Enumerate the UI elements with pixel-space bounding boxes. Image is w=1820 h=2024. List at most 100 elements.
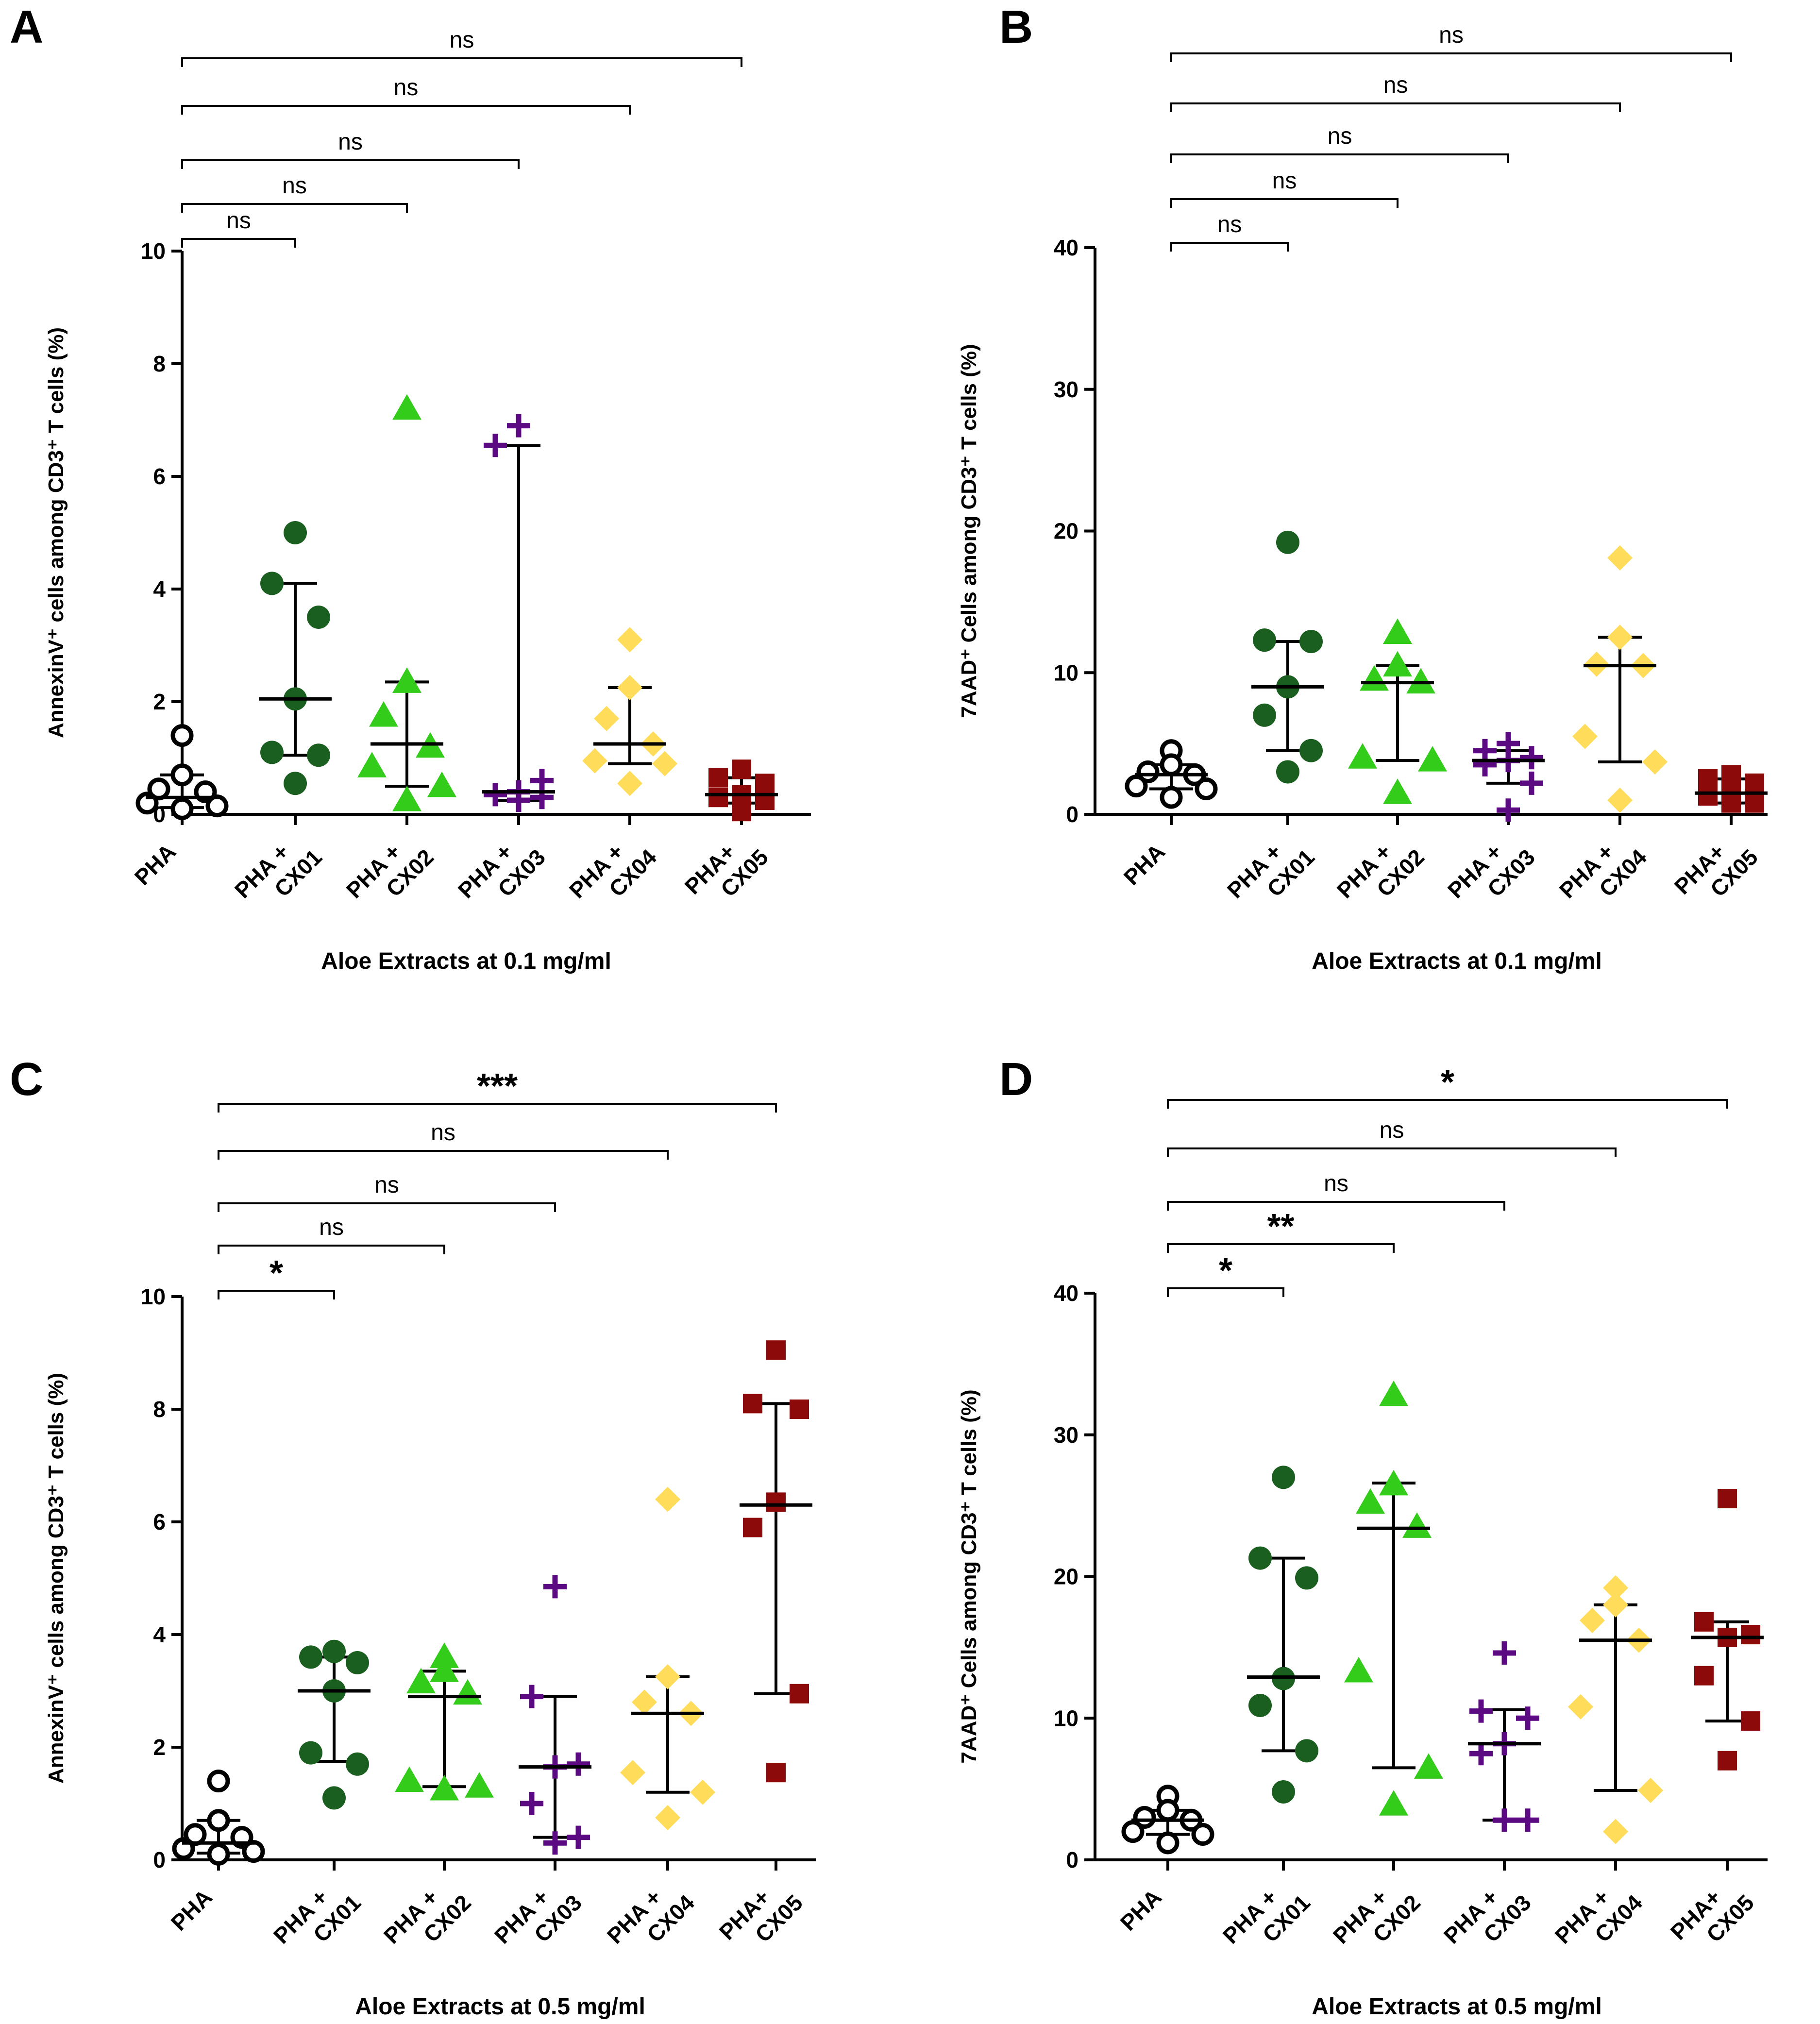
significance-label: *	[1441, 1063, 1454, 1102]
x-axis-title: Aloe Extracts at 0.1 mg/ml	[321, 948, 611, 974]
panel-letter: A	[10, 1, 43, 53]
data-point	[307, 743, 330, 767]
y-axis-title: 7AAD⁺ Cells among CD3⁺ T cells (%)	[957, 344, 981, 718]
series-0	[135, 724, 229, 820]
data-point	[766, 1492, 786, 1512]
significance-label: ns	[1217, 212, 1242, 237]
data-point	[530, 786, 554, 810]
data-point	[632, 1689, 657, 1715]
significance-bracket	[1167, 1243, 1395, 1253]
data-point	[484, 434, 507, 457]
data-point	[1379, 1381, 1408, 1406]
series-4	[1572, 545, 1668, 813]
y-tick-label: 10	[141, 1284, 166, 1309]
data-point	[1379, 1790, 1408, 1816]
data-point	[406, 1668, 436, 1694]
significance-label: ns	[1383, 72, 1408, 98]
data-point	[755, 774, 775, 793]
data-point	[207, 1809, 230, 1832]
data-point	[1383, 778, 1412, 804]
data-point	[430, 1656, 459, 1682]
significance-bracket	[1170, 242, 1289, 252]
data-point	[242, 1840, 265, 1863]
data-point	[1360, 665, 1389, 691]
data-point	[620, 1760, 645, 1786]
data-point	[1253, 703, 1276, 727]
data-point	[1253, 628, 1276, 652]
y-tick-label: 10	[1054, 660, 1079, 685]
y-tick-label: 40	[1054, 1281, 1079, 1306]
series-3	[519, 1575, 591, 1855]
data-point	[284, 772, 307, 795]
significance-bracket	[181, 57, 742, 67]
data-point	[1125, 775, 1148, 798]
data-point	[465, 1772, 494, 1798]
data-point	[357, 752, 387, 777]
panel-d: D 0 10 20 30 40 7AAD⁺ Cells among CD3⁺ T cells…	[957, 1053, 1768, 2020]
data-point	[170, 763, 194, 787]
significance-label: ns	[1328, 123, 1352, 149]
y-tick-label: 30	[1054, 377, 1079, 402]
data-point	[766, 1340, 786, 1360]
significance-bracket	[1167, 1287, 1284, 1297]
y-tick-label: 4	[153, 576, 166, 602]
series-2	[357, 394, 456, 811]
data-point	[543, 1575, 567, 1599]
data-point	[392, 786, 421, 811]
data-point	[299, 1741, 322, 1765]
significance-label: ns	[1272, 168, 1297, 194]
data-point	[1356, 1488, 1385, 1514]
y-tick-label: 8	[153, 351, 166, 376]
significance-label: ns	[1439, 22, 1464, 48]
data-point	[284, 521, 307, 544]
significance-bracket	[1167, 1201, 1505, 1211]
data-point	[1745, 793, 1764, 813]
data-point	[732, 759, 751, 779]
data-point	[427, 772, 456, 797]
data-point	[170, 724, 194, 747]
significance-bracket	[218, 1202, 556, 1212]
data-point	[346, 1752, 369, 1776]
data-point	[260, 741, 284, 764]
data-point	[708, 788, 728, 808]
y-tick-label: 20	[1054, 1564, 1079, 1589]
significance-bracket	[1170, 52, 1732, 62]
significance-label: ns	[338, 129, 363, 155]
data-point	[1379, 1469, 1408, 1496]
data-point	[1156, 1831, 1180, 1855]
data-point	[567, 1752, 590, 1776]
data-point	[1721, 765, 1741, 785]
significance-label: ns	[374, 1172, 399, 1198]
data-point	[205, 794, 229, 818]
data-point	[1348, 743, 1377, 769]
series-5	[1695, 765, 1768, 813]
data-point	[1160, 753, 1183, 776]
data-point	[1160, 786, 1183, 809]
y-tick-label: 30	[1054, 1422, 1079, 1448]
data-point	[1603, 1575, 1628, 1601]
data-point	[307, 606, 330, 629]
significance-label: ns	[226, 208, 251, 234]
data-point	[1133, 1805, 1156, 1829]
data-point	[322, 1786, 346, 1810]
data-point	[392, 394, 421, 420]
data-point	[1469, 1699, 1493, 1723]
series-2	[395, 1642, 494, 1801]
y-tick-label: 0	[153, 1847, 166, 1872]
data-point	[346, 1651, 369, 1674]
data-point	[582, 748, 607, 774]
significance-label: ns	[431, 1120, 455, 1146]
data-point	[1248, 1693, 1272, 1717]
y-tick-label: 8	[153, 1397, 166, 1422]
data-point	[1276, 530, 1299, 554]
data-point	[1248, 1546, 1272, 1570]
data-point	[790, 1684, 809, 1704]
series-2	[1348, 618, 1447, 804]
series-1	[259, 521, 332, 795]
data-point	[790, 1400, 809, 1419]
series-0	[1125, 739, 1218, 809]
data-point	[520, 1792, 543, 1815]
data-point	[1402, 1512, 1432, 1538]
data-point	[1299, 739, 1323, 762]
y-tick-label: 4	[153, 1622, 166, 1647]
